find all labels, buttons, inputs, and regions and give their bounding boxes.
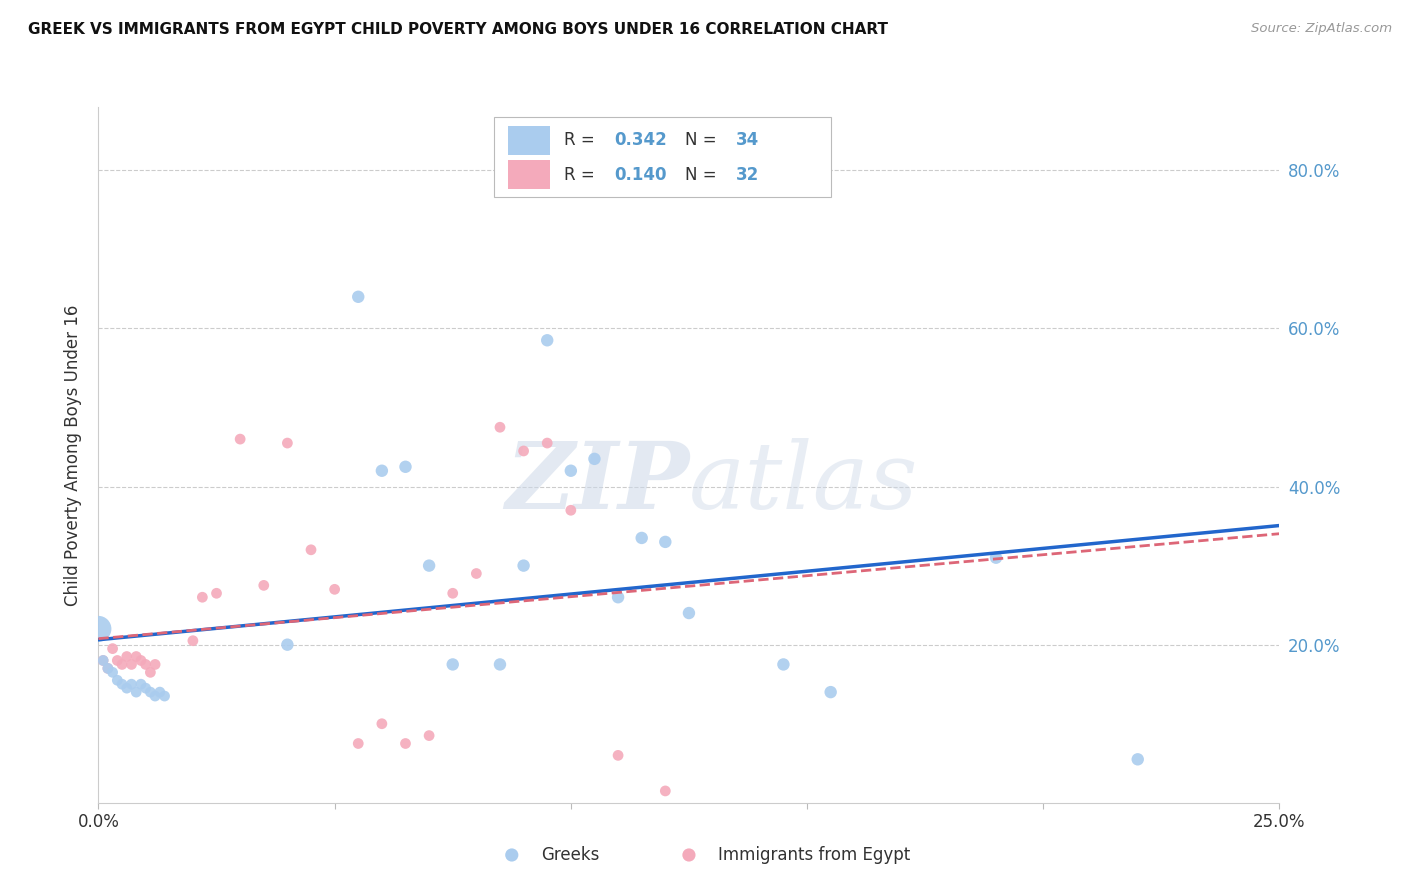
Text: 0.342: 0.342 [614, 131, 668, 150]
Point [489, 657, 512, 672]
Point [512, 558, 534, 573]
Point [323, 582, 346, 597]
Text: atlas: atlas [689, 438, 918, 528]
Point [115, 681, 138, 695]
Point [394, 737, 416, 751]
Text: Source: ZipAtlas.com: Source: ZipAtlas.com [1251, 22, 1392, 36]
Point [371, 716, 394, 731]
Point [125, 649, 148, 664]
Point [560, 503, 582, 517]
Point [105, 653, 128, 667]
Point [125, 685, 148, 699]
Point [139, 685, 162, 699]
Bar [508, 126, 550, 155]
Point [111, 657, 134, 672]
Point [135, 681, 157, 695]
Point [347, 290, 370, 304]
Point [97, 661, 120, 675]
Point [820, 685, 842, 699]
Point [205, 586, 228, 600]
Point [678, 606, 700, 620]
Point [299, 542, 322, 557]
Point [129, 677, 152, 691]
Point [489, 420, 512, 434]
Point [253, 578, 276, 592]
Text: N =: N = [685, 131, 723, 150]
Point [97, 661, 120, 675]
Point [984, 550, 1007, 565]
Point [91, 653, 114, 667]
Point [135, 657, 157, 672]
Text: R =: R = [564, 131, 600, 150]
Point [139, 665, 162, 680]
Point [607, 748, 630, 763]
Point [583, 451, 606, 466]
Point [1126, 752, 1149, 766]
Point [153, 689, 176, 703]
Text: 34: 34 [737, 131, 759, 150]
Point [105, 673, 128, 688]
Text: 0.140: 0.140 [614, 166, 666, 184]
Y-axis label: Child Poverty Among Boys Under 16: Child Poverty Among Boys Under 16 [65, 304, 83, 606]
Point [512, 444, 534, 458]
Point [465, 566, 488, 581]
Point [149, 685, 172, 699]
Point [229, 432, 252, 446]
Point [536, 333, 558, 347]
Point [654, 534, 676, 549]
Point [560, 464, 582, 478]
Point [630, 531, 652, 545]
Text: Greeks: Greeks [541, 846, 600, 864]
Point [441, 657, 464, 672]
Point [371, 464, 394, 478]
Text: GREEK VS IMMIGRANTS FROM EGYPT CHILD POVERTY AMONG BOYS UNDER 16 CORRELATION CHA: GREEK VS IMMIGRANTS FROM EGYPT CHILD POV… [28, 22, 889, 37]
Point [607, 591, 630, 605]
Point [418, 558, 440, 573]
Text: N =: N = [685, 166, 723, 184]
Point [181, 633, 204, 648]
Text: ZIP: ZIP [505, 438, 689, 528]
Point [121, 657, 143, 672]
Point [441, 586, 464, 600]
FancyBboxPatch shape [494, 118, 831, 197]
Point [91, 653, 114, 667]
Text: Immigrants from Egypt: Immigrants from Egypt [718, 846, 911, 864]
Point [276, 638, 298, 652]
Point [276, 436, 298, 450]
Text: R =: R = [564, 166, 600, 184]
Point [115, 649, 138, 664]
Point [143, 657, 166, 672]
Point [347, 737, 370, 751]
Bar [508, 160, 550, 189]
Point [101, 665, 124, 680]
Point [111, 677, 134, 691]
Point [536, 436, 558, 450]
Point [654, 784, 676, 798]
Point [87, 622, 110, 636]
Point [129, 653, 152, 667]
Point [143, 689, 166, 703]
Text: 32: 32 [737, 166, 759, 184]
Point [101, 641, 124, 656]
Point [772, 657, 794, 672]
Point [418, 729, 440, 743]
Point [121, 677, 143, 691]
Point [394, 459, 416, 474]
Point [191, 591, 214, 605]
